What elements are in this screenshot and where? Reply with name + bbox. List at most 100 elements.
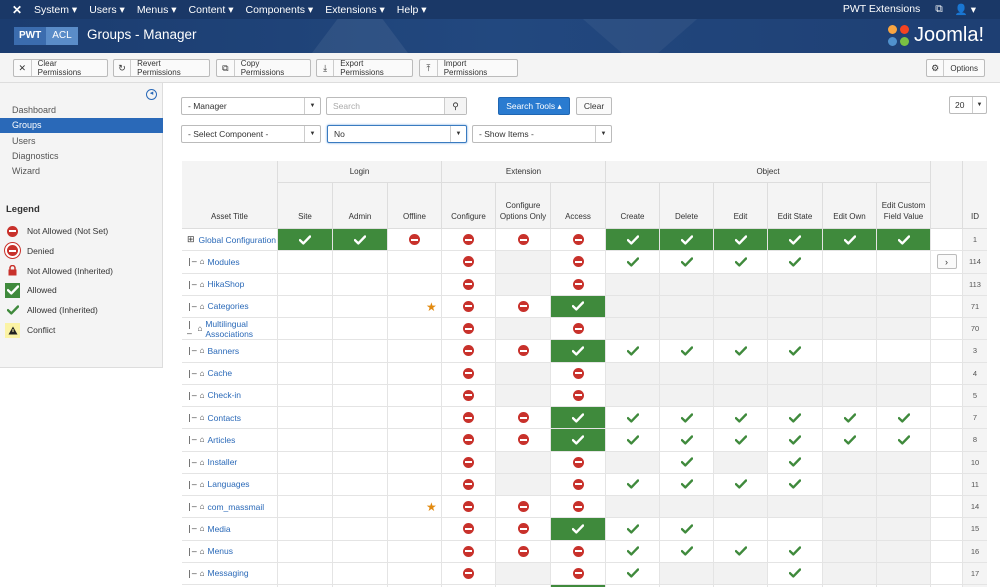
- permission-cell[interactable]: [388, 295, 442, 318]
- permission-cell[interactable]: [768, 295, 823, 318]
- permission-cell[interactable]: [442, 273, 496, 296]
- permission-cell[interactable]: [388, 473, 442, 496]
- permission-cell[interactable]: [496, 340, 551, 363]
- asset-link[interactable]: Categories: [207, 301, 249, 312]
- permission-cell[interactable]: [823, 318, 877, 341]
- id-column-header[interactable]: ID: [963, 161, 987, 229]
- permission-cell[interactable]: [823, 518, 877, 541]
- permission-cell[interactable]: [877, 562, 931, 585]
- sidebar-item-users[interactable]: Users: [12, 135, 36, 146]
- permission-cell[interactable]: [714, 496, 768, 519]
- permission-cell[interactable]: [714, 362, 768, 385]
- permission-cell[interactable]: [877, 429, 931, 452]
- permission-cell[interactable]: [823, 429, 877, 452]
- permission-cell[interactable]: [551, 496, 606, 519]
- permission-cell[interactable]: [333, 362, 388, 385]
- permission-cell[interactable]: [660, 585, 714, 587]
- permission-cell[interactable]: [877, 473, 931, 496]
- permission-cell[interactable]: [714, 295, 768, 318]
- permission-cell[interactable]: [442, 496, 496, 519]
- asset-link[interactable]: Messaging: [207, 568, 249, 579]
- permission-cell[interactable]: [388, 362, 442, 385]
- permission-cell[interactable]: [333, 340, 388, 363]
- permission-cell[interactable]: [388, 429, 442, 452]
- permission-cell[interactable]: [606, 540, 660, 563]
- permission-cell[interactable]: [551, 429, 606, 452]
- permission-cell[interactable]: [278, 384, 333, 407]
- permission-cell[interactable]: [823, 251, 877, 274]
- sidebar-item-groups[interactable]: Groups: [0, 118, 163, 134]
- permission-cell[interactable]: [442, 473, 496, 496]
- permission-cell[interactable]: [660, 229, 714, 252]
- permission-cell[interactable]: [768, 540, 823, 563]
- permission-cell[interactable]: [551, 562, 606, 585]
- permission-cell[interactable]: [768, 340, 823, 363]
- asset-link[interactable]: com_massmail: [207, 501, 265, 512]
- permission-cell[interactable]: [660, 407, 714, 430]
- chevron-right-icon[interactable]: ›: [936, 254, 957, 270]
- permission-cell[interactable]: [278, 540, 333, 563]
- permission-cell[interactable]: [278, 229, 333, 252]
- permission-cell[interactable]: [877, 384, 931, 407]
- permission-cell[interactable]: [606, 473, 660, 496]
- permission-cell[interactable]: [333, 585, 388, 587]
- asset-link[interactable]: Menus: [207, 546, 233, 557]
- permission-cell[interactable]: [496, 585, 551, 587]
- menu-users[interactable]: Users ▾: [89, 3, 125, 16]
- permission-cell[interactable]: [333, 451, 388, 474]
- search-input[interactable]: Search ⚲: [326, 97, 467, 115]
- permission-cell[interactable]: [823, 496, 877, 519]
- sidebar-item-dashboard[interactable]: Dashboard: [12, 105, 57, 115]
- permission-cell[interactable]: [496, 540, 551, 563]
- permission-cell[interactable]: [333, 384, 388, 407]
- permission-cell[interactable]: [660, 496, 714, 519]
- permission-cell[interactable]: [606, 496, 660, 519]
- permission-cell[interactable]: [606, 407, 660, 430]
- permission-cell[interactable]: [278, 518, 333, 541]
- permission-cell[interactable]: [496, 318, 551, 341]
- permission-cell[interactable]: [551, 273, 606, 296]
- permission-cell[interactable]: [660, 562, 714, 585]
- permission-cell[interactable]: [877, 295, 931, 318]
- permission-cell[interactable]: [877, 340, 931, 363]
- permission-cell[interactable]: [768, 518, 823, 541]
- permission-cell[interactable]: [877, 540, 931, 563]
- permission-cell[interactable]: [660, 451, 714, 474]
- permission-cell[interactable]: [660, 540, 714, 563]
- permission-cell[interactable]: [606, 318, 660, 341]
- permission-cell[interactable]: [660, 295, 714, 318]
- permission-cell[interactable]: [278, 362, 333, 385]
- permission-cell[interactable]: [606, 362, 660, 385]
- menu-system[interactable]: System ▾: [34, 3, 78, 16]
- clear-permissions-button[interactable]: ✕ Clear Permissions: [13, 59, 108, 77]
- asset-title-header[interactable]: Asset Title: [182, 161, 278, 229]
- permission-cell[interactable]: [823, 340, 877, 363]
- export-permissions-button[interactable]: ⤓ Export Permissions: [316, 59, 413, 77]
- permission-cell[interactable]: [714, 407, 768, 430]
- permission-cell[interactable]: [278, 496, 333, 519]
- permission-cell[interactable]: [660, 384, 714, 407]
- permission-cell[interactable]: [496, 251, 551, 274]
- permission-cell[interactable]: [606, 429, 660, 452]
- permission-cell[interactable]: [442, 518, 496, 541]
- permission-cell[interactable]: [388, 451, 442, 474]
- asset-link[interactable]: Modules: [207, 256, 240, 267]
- permission-cell[interactable]: [333, 429, 388, 452]
- asset-link[interactable]: Cache: [207, 368, 233, 379]
- permission-cell[interactable]: [496, 473, 551, 496]
- site-link[interactable]: PWT Extensions ⧉: [842, 3, 943, 15]
- permission-cell[interactable]: [823, 295, 877, 318]
- permission-cell[interactable]: [278, 251, 333, 274]
- permission-cell[interactable]: [388, 273, 442, 296]
- permission-cell[interactable]: [442, 295, 496, 318]
- permission-cell[interactable]: [768, 229, 823, 252]
- permission-cell[interactable]: [823, 473, 877, 496]
- sidebar-item-diagnostics[interactable]: Diagnostics: [12, 150, 59, 161]
- menu-components[interactable]: Components ▾: [245, 3, 314, 16]
- permission-cell[interactable]: [877, 273, 931, 296]
- permission-cell[interactable]: [278, 295, 333, 318]
- permission-cell[interactable]: [551, 318, 606, 341]
- asset-link[interactable]: HikaShop: [207, 279, 245, 290]
- search-tools-button[interactable]: Search Tools ▴: [498, 97, 570, 115]
- permission-cell[interactable]: [496, 384, 551, 407]
